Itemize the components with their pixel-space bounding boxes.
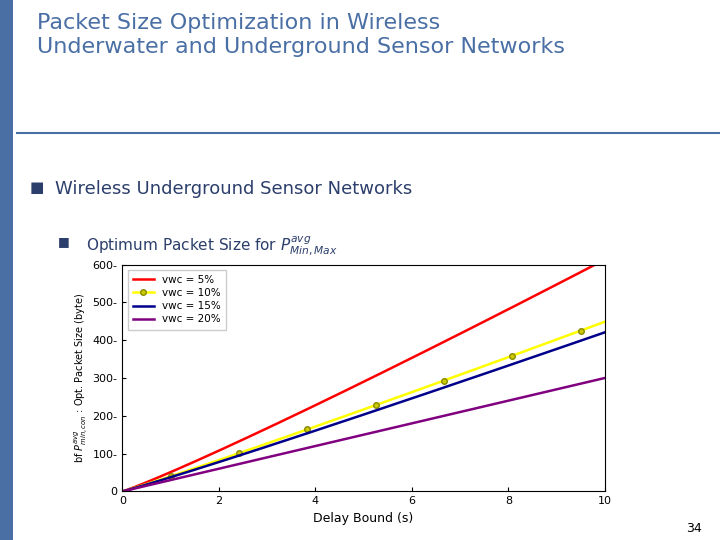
X-axis label: Delay Bound (s): Delay Bound (s) <box>313 512 414 525</box>
Text: 34: 34 <box>686 522 702 535</box>
Text: Optimum Packet Size for $P^{avg}_{Min,Max}$: Optimum Packet Size for $P^{avg}_{Min,Ma… <box>86 235 338 258</box>
Text: ■: ■ <box>58 235 70 248</box>
Legend: vwc = 5%, vwc = 10%, vwc = 15%, vwc = 20%: vwc = 5%, vwc = 10%, vwc = 15%, vwc = 20… <box>127 270 226 329</box>
Text: ■: ■ <box>30 180 45 195</box>
Text: Wireless Underground Sensor Networks: Wireless Underground Sensor Networks <box>55 180 412 198</box>
Y-axis label: bf $P^{avg}_{min,con}$ : Opt. Packet Size (byte): bf $P^{avg}_{min,con}$ : Opt. Packet Siz… <box>72 293 89 463</box>
Text: Packet Size Optimization in Wireless
Underwater and Underground Sensor Networks: Packet Size Optimization in Wireless Und… <box>37 13 565 57</box>
